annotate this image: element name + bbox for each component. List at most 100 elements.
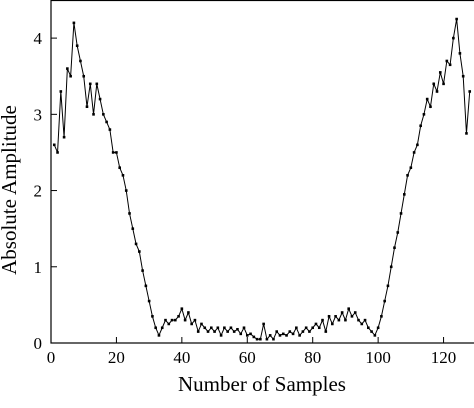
data-point [396,231,400,234]
data-point [209,326,213,330]
data-point [82,74,86,78]
x-tick-label: 80 [304,348,321,367]
data-point [69,74,72,78]
data-point [72,21,76,25]
data-point [147,299,151,303]
data-point [452,36,455,40]
data-point [59,90,63,93]
data-point [429,105,432,109]
data-point [363,318,367,322]
data-point [422,113,426,116]
data-point [92,113,95,116]
x-tick-label: 20 [108,348,125,367]
data-point [442,82,445,86]
data-point [141,269,144,272]
data-point [376,326,380,330]
data-point [229,326,233,330]
data-point [455,17,458,21]
data-point [321,318,324,322]
data-point [134,242,138,246]
data-point [409,166,413,169]
data-point [353,311,357,314]
data-point [373,334,377,337]
data-point [88,82,92,86]
data-point [75,44,79,48]
data-point [118,166,121,169]
data-point [262,322,265,326]
data-point [226,330,229,333]
data-point [331,322,334,326]
data-point [249,332,252,336]
y-tick-label: 1 [34,258,43,277]
data-point [298,334,301,337]
data-point [419,124,422,128]
data-point [425,97,429,101]
data-point [370,330,373,333]
data-point [295,326,298,330]
data-point [115,151,118,154]
data-point [317,326,321,330]
data-point [62,135,66,139]
data-point [259,337,262,341]
y-tick-label: 0 [34,334,43,353]
data-point [102,113,105,116]
data-point [461,74,465,78]
data-point [154,326,157,330]
data-point [383,299,386,303]
data-point [357,318,360,322]
y-tick-label: 3 [34,105,43,124]
x-tick-label: 40 [173,348,190,367]
data-point [268,334,272,337]
data-point [79,59,82,63]
data-point [272,337,275,341]
data-point [252,335,256,339]
data-point [468,90,472,93]
data-point [438,71,442,74]
data-point [416,143,419,147]
data-point [399,212,403,215]
data-point [128,212,131,215]
data-point [157,334,161,337]
data-point [144,284,148,288]
data-point [170,318,174,322]
data-point [308,330,311,333]
data-point [324,330,328,333]
data-point [111,151,115,154]
data-line [53,18,471,341]
data-point [278,334,282,337]
data-point [66,67,69,70]
data-point [406,174,409,177]
data-point [167,322,171,326]
data-point [380,315,383,318]
data-point [360,322,364,326]
y-axis-label: Absolute Amplitude [0,105,21,275]
data-point [160,326,164,330]
data-point [448,63,452,67]
data-point [389,265,393,269]
data-point [95,82,99,86]
data-point [304,326,308,330]
data-point [403,193,406,196]
data-point [190,322,193,326]
data-point [183,318,187,322]
data-point [432,82,436,86]
data-point [435,90,439,93]
y-tick-label: 4 [34,29,43,48]
data-point [164,318,167,322]
data-point [121,174,125,177]
data-point [151,315,154,318]
data-point [458,52,462,55]
data-point [239,332,243,336]
data-point [255,337,259,341]
plot-frame [50,0,474,344]
data-point [242,326,246,330]
data-point [301,330,305,333]
data-point [124,189,128,192]
data-point [291,332,295,336]
data-point [350,315,354,318]
data-point [203,326,207,330]
data-point [347,307,350,310]
data-point [56,151,59,154]
data-point [334,315,337,318]
